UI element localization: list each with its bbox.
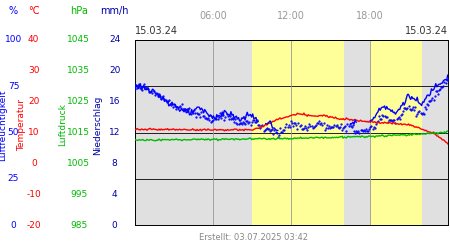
Text: 1035: 1035 <box>67 66 90 75</box>
Text: 12: 12 <box>109 128 121 137</box>
Bar <box>252 40 343 225</box>
Text: Luftfeuchtigkeit: Luftfeuchtigkeit <box>0 89 7 161</box>
Bar <box>369 40 422 225</box>
Text: 100: 100 <box>5 36 22 44</box>
Text: 15.03.24: 15.03.24 <box>135 26 178 36</box>
Text: -10: -10 <box>27 190 41 199</box>
Text: 1045: 1045 <box>68 36 90 44</box>
Text: 75: 75 <box>8 82 19 91</box>
Text: 10: 10 <box>28 128 40 137</box>
Text: 1015: 1015 <box>67 128 90 137</box>
Text: 18:00: 18:00 <box>356 11 383 21</box>
Text: 995: 995 <box>70 190 87 199</box>
Text: 985: 985 <box>70 220 87 230</box>
Text: 1025: 1025 <box>68 97 90 106</box>
Text: 16: 16 <box>109 97 121 106</box>
Text: Niederschlag: Niederschlag <box>94 95 103 155</box>
Text: Erstellt: 03.07.2025 03:42: Erstellt: 03.07.2025 03:42 <box>199 234 308 242</box>
Text: 30: 30 <box>28 66 40 75</box>
Text: 0: 0 <box>112 220 117 230</box>
Text: 24: 24 <box>109 36 121 44</box>
Text: Temperatur: Temperatur <box>17 99 26 151</box>
Text: 25: 25 <box>8 174 19 183</box>
Text: 06:00: 06:00 <box>199 11 227 21</box>
Text: 20: 20 <box>28 97 40 106</box>
Text: 12:00: 12:00 <box>278 11 305 21</box>
Text: %: % <box>9 6 18 16</box>
Text: 4: 4 <box>112 190 117 199</box>
Text: hPa: hPa <box>70 6 88 16</box>
Text: 1005: 1005 <box>67 159 90 168</box>
Text: 50: 50 <box>8 128 19 137</box>
Text: mm/h: mm/h <box>100 6 129 16</box>
Text: 20: 20 <box>109 66 121 75</box>
Text: 0: 0 <box>31 159 36 168</box>
Text: °C: °C <box>28 6 40 16</box>
Text: 40: 40 <box>28 36 40 44</box>
Text: Luftdruck: Luftdruck <box>58 104 68 146</box>
Text: 15.03.24: 15.03.24 <box>405 26 448 36</box>
Text: 0: 0 <box>11 220 16 230</box>
Text: -20: -20 <box>27 220 41 230</box>
Text: 8: 8 <box>112 159 117 168</box>
